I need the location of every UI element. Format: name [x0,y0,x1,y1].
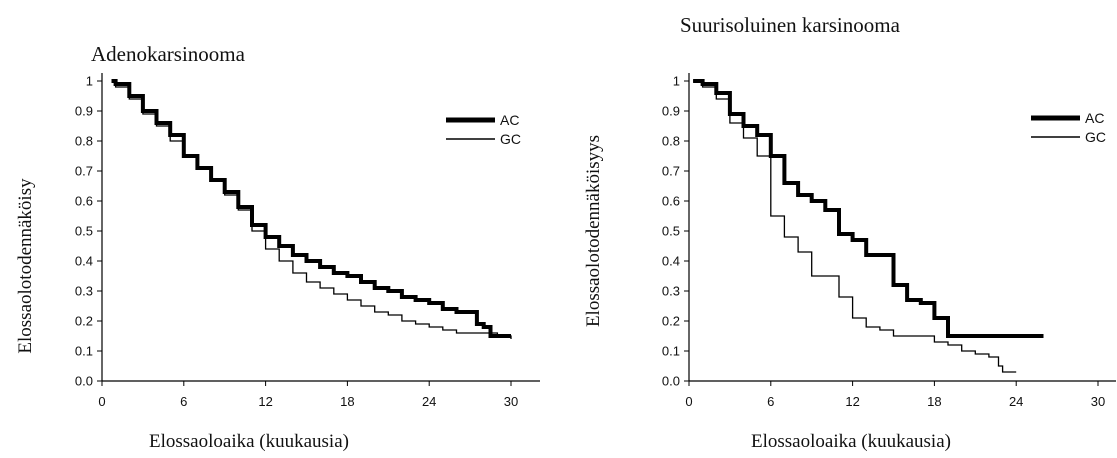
y-tick-label: 0.3 [75,284,93,299]
plot-area: 0.0 0.1 0.2 0.3 0.4 0.5 0.6 0.7 0.8 0.9 1 0 6 12 18 24 3… [75,73,540,409]
x-axis-label: Elossaoloaika (kuukausia) [149,431,349,452]
y-tick-label: 0.8 [662,134,680,149]
legend: AC GC [1031,110,1106,145]
x-tick-label: 6 [767,394,774,409]
chart-suurisoluinen-karsinooma: Suurisoluinen karsinooma Elossaolotodenn… [583,13,1116,452]
series-line-gc [111,80,512,339]
y-tick-label: 0.5 [75,224,93,239]
y-tick-label: 1 [86,74,93,89]
y-tick-label: 0.6 [662,194,680,209]
x-tick-label: 12 [258,394,272,409]
legend-label-gc: GC [500,131,521,147]
legend-label-gc: GC [1085,129,1106,145]
y-tick-label: 0.7 [662,164,680,179]
y-tick-label: 0.3 [662,284,680,299]
y-axis-label: Elossaolotodennäköisy [15,178,36,354]
legend-label-ac: AC [1085,110,1104,126]
x-axis-label: Elossaoloaika (kuukausia) [751,431,951,452]
x-tick-label: 0 [98,394,105,409]
y-tick-label: 0.2 [662,314,680,329]
x-tick-label: 6 [180,394,187,409]
series-line-gc [693,80,1017,373]
x-tick-label: 18 [927,394,941,409]
chart-title: Adenokarsinooma [91,42,246,66]
legend-label-ac: AC [500,112,519,128]
y-tick-label: 0.1 [75,344,93,359]
y-tick-label: 0.6 [75,194,93,209]
x-tick-label: 0 [685,394,692,409]
chart-adenokarsinooma: Adenokarsinooma Elossaolotodennäköisy El… [15,42,540,452]
y-tick-label: 0.4 [662,254,680,269]
plot-area: 0.0 0.1 0.2 0.3 0.4 0.5 0.6 0.7 0.8 0.9 1 0 6 12 18 24 3… [662,73,1116,409]
y-axis-label: Elossaolotodennäköisyys [583,135,604,327]
y-tick-label: 0.4 [75,254,93,269]
y-tick-label: 0.9 [662,104,680,119]
x-tick-label: 24 [422,394,436,409]
legend: AC GC [446,112,521,147]
x-tick-label: 30 [504,394,518,409]
y-tick-label: 0.8 [75,134,93,149]
y-tick-label: 0.9 [75,104,93,119]
y-tick-label: 0.7 [75,164,93,179]
chart-title: Suurisoluinen karsinooma [680,13,901,37]
y-tick-label: 0.2 [75,314,93,329]
y-tick-label: 1 [673,74,680,89]
x-tick-label: 24 [1009,394,1023,409]
y-tick-label: 0.5 [662,224,680,239]
series-line-ac [111,79,511,338]
x-tick-label: 18 [340,394,354,409]
y-tick-label: 0.0 [75,374,93,389]
y-tick-label: 0.0 [662,374,680,389]
series-line-ac [693,79,1044,338]
x-tick-label: 30 [1091,394,1105,409]
y-tick-label: 0.1 [662,344,680,359]
x-tick-label: 12 [845,394,859,409]
